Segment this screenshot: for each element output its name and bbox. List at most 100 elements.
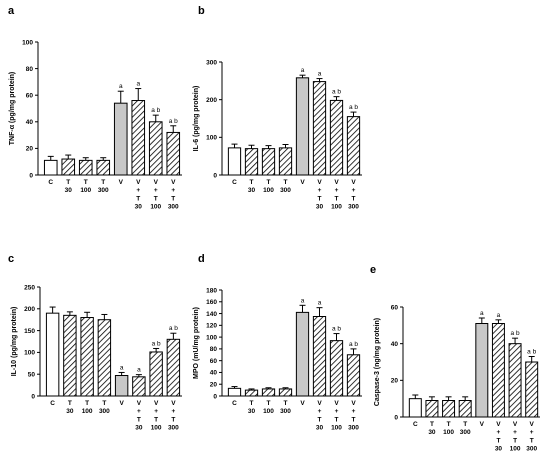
y-tick-label: 100 [206,135,217,142]
x-tick-label: T [284,179,288,186]
x-tick-label: 300 [460,429,471,436]
bar [244,148,259,176]
x-tick-label: 300 [526,446,537,453]
bar [312,316,327,397]
panel-label: c [8,253,14,265]
x-tick-label: V [351,400,356,407]
bar [114,375,129,397]
bar [80,317,94,397]
x-tick-label: + [318,187,322,194]
y-tick-label: 20 [26,146,34,153]
y-tick-label: 80 [26,66,34,73]
y-tick-label: 180 [206,287,217,294]
x-tick-label: 100 [331,204,342,211]
y-tick-label: 40 [391,341,399,348]
y-axis-label: IL-10 (pg/mg protein) [11,307,18,377]
x-tick-label: 30 [428,429,436,436]
x-tick-label: T [101,179,105,186]
bar [525,361,539,418]
x-tick-label: 30 [135,204,143,211]
x-tick-label: V [119,400,124,407]
x-tick-label: T [137,416,141,423]
x-tick-label: V [334,179,339,186]
y-axis-label: Caspase-3 (ng/mg protein) [374,318,381,406]
y-tick-label: 100 [22,39,33,46]
x-tick-label: T [171,195,175,202]
significance-label: a b [511,330,520,337]
x-tick-label: + [352,408,356,415]
x-tick-label: T [530,437,534,444]
significance-label: a b [332,326,341,333]
y-tick-label: 250 [24,284,35,291]
x-tick-label: + [154,408,158,415]
x-tick-label: 100 [443,429,454,436]
x-tick-label: 30 [316,204,324,211]
bar [45,312,60,397]
bar [227,147,242,176]
y-tick-label: 40 [26,119,34,126]
bar [63,314,77,397]
x-tick-label: V [136,179,141,186]
significance-label: a [136,81,140,88]
x-tick-label: 300 [168,425,179,432]
x-tick-label: + [171,187,175,194]
bar [425,400,439,418]
x-tick-label: 300 [348,425,359,432]
x-tick-label: T [66,179,70,186]
x-tick-label: T [102,400,106,407]
x-tick-label: T [352,195,356,202]
significance-label: a b [151,107,160,114]
y-tick-label: 50 [28,372,36,379]
x-tick-label: 100 [151,425,162,432]
x-tick-label: 300 [280,408,291,415]
y-tick-label: 80 [210,346,218,353]
x-tick-label: C [232,179,237,186]
bar [132,376,146,397]
x-tick-label: 100 [510,446,521,453]
x-tick-label: V [317,179,322,186]
panel-label: b [198,5,205,17]
x-tick-label: + [335,187,339,194]
x-tick-label: V [513,421,518,428]
bar [261,148,276,176]
x-tick-label: T [250,400,254,407]
significance-label: a [137,367,141,374]
x-tick-label: 30 [135,425,143,432]
panel-label: e [370,264,376,276]
bar [458,400,472,418]
x-tick-label: T [447,421,451,428]
x-tick-label: T [496,437,500,444]
significance-label: a [318,71,322,78]
bar [295,311,310,397]
significance-label: a b [349,341,358,348]
x-tick-label: V [300,400,305,407]
significance-label: a [318,300,322,307]
x-tick-label: V [530,421,535,428]
significance-label: a b [349,104,358,111]
x-tick-label: C [48,179,53,186]
x-tick-label: 100 [263,187,274,194]
bar [61,158,76,176]
x-tick-label: 30 [66,408,74,415]
y-tick-label: 100 [24,350,35,357]
significance-label: a [480,310,484,317]
y-tick-label: 40 [210,370,218,377]
x-tick-label: + [318,408,322,415]
y-tick-label: 300 [206,59,217,66]
x-tick-label: + [335,408,339,415]
y-tick-label: 0 [213,393,217,400]
bar [329,340,344,397]
x-tick-label: T [335,416,339,423]
x-tick-label: T [335,195,339,202]
bar [244,389,259,397]
significance-label: a [120,364,124,371]
bar [97,319,112,397]
y-tick-label: 200 [206,97,217,104]
x-tick-label: + [154,187,158,194]
x-tick-label: 300 [168,204,179,211]
x-tick-label: C [232,400,237,407]
x-tick-label: T [154,416,158,423]
